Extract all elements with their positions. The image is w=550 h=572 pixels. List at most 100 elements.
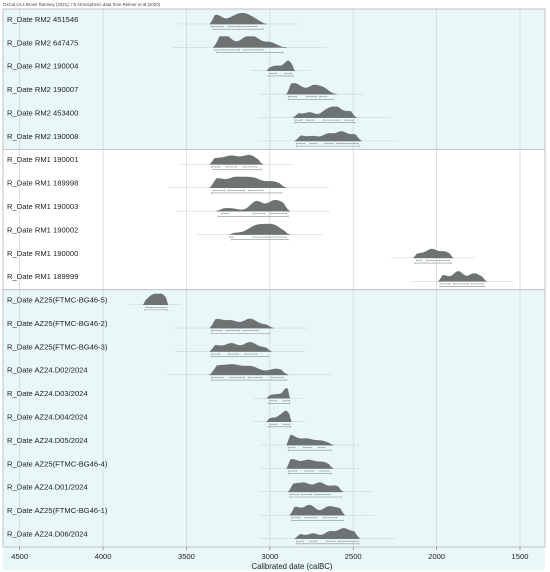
plot-frame xyxy=(2,8,546,548)
chart-header: OxCal v4.4 Bronk Ramsey (2021); r:5 Atmo… xyxy=(3,2,161,7)
range-bar-95 xyxy=(296,145,361,148)
range-bar-68 xyxy=(282,423,291,426)
date-row-17: R_Date AZ24.D03/2024 xyxy=(7,388,303,405)
range-bar-68 xyxy=(227,189,246,192)
date-distribution xyxy=(294,131,363,142)
range-bar-68 xyxy=(269,423,277,426)
range-bar-68 xyxy=(296,540,304,543)
range-bar-95 xyxy=(211,379,287,381)
range-bar-68 xyxy=(242,49,264,51)
date-label: R_Date RM1 190000 xyxy=(7,249,78,258)
date-row-23: R_Date AZ24.D06/2024 xyxy=(7,528,396,545)
date-label: R_Date RM2 451546 xyxy=(7,15,78,24)
range-bar-68 xyxy=(267,236,287,238)
range-bar-95 xyxy=(212,168,262,171)
range-bar-68 xyxy=(269,72,277,75)
date-label: R_Date RM1 190002 xyxy=(7,225,78,234)
date-distribution xyxy=(209,13,267,25)
range-bar-68 xyxy=(241,25,257,28)
range-bar-68 xyxy=(227,25,241,28)
date-distribution xyxy=(142,293,169,305)
range-bar-68 xyxy=(287,446,296,449)
date-label: R_Date AZ25(FTMC-BG46-5) xyxy=(7,296,108,305)
range-bar-95 xyxy=(144,308,168,311)
date-row-22: R_Date AZ25(FTMC-BG46-1) xyxy=(7,504,376,522)
range-bar-68 xyxy=(229,236,234,238)
range-bar-68 xyxy=(211,166,221,168)
range-bar-68 xyxy=(317,446,326,449)
range-bar-68 xyxy=(471,282,484,285)
date-distribution xyxy=(229,223,290,235)
x-tick-label: 1500 xyxy=(512,552,529,561)
range-bar-68 xyxy=(306,95,317,98)
date-label: R_Date AZ24.D06/2024 xyxy=(7,529,88,538)
range-bar-95 xyxy=(294,121,356,124)
range-bar-95 xyxy=(211,192,282,194)
range-bar-68 xyxy=(269,399,277,402)
range-bar-95 xyxy=(217,215,289,218)
date-label: R_Date AZ24.D05/2024 xyxy=(7,436,88,445)
date-row-8: R_Date RM1 189998 xyxy=(7,176,329,194)
range-bar-68 xyxy=(322,516,337,519)
range-bar-95 xyxy=(211,332,271,335)
range-bar-68 xyxy=(344,119,354,122)
date-distribution xyxy=(286,459,334,469)
date-rows: R_Date RM2 451546 R_Date RM2 647475 R_Date… xyxy=(7,13,514,545)
date-row-10: R_Date RM1 190002 xyxy=(7,223,323,241)
date-row-9: R_Date RM1 190003 xyxy=(7,200,331,218)
date-label: R_Date AZ25(FTMC-BG46-4) xyxy=(7,459,108,468)
range-bar-68 xyxy=(252,236,267,238)
range-bar-95 xyxy=(439,285,486,288)
group-background-2 xyxy=(3,149,545,290)
range-bar-68 xyxy=(244,353,257,355)
range-bar-68 xyxy=(271,376,284,379)
date-row-13: R_Date AZ25(FTMC-BG46-5) xyxy=(7,293,182,311)
x-tick-label: 2000 xyxy=(428,552,445,561)
range-bar-68 xyxy=(314,493,331,496)
x-axis-label: Calibrated date (calBC) xyxy=(251,562,332,571)
range-bar-68 xyxy=(304,470,314,472)
range-bar-68 xyxy=(309,540,317,543)
range-bar-95 xyxy=(212,28,264,31)
range-bar-68 xyxy=(296,142,306,145)
range-bar-68 xyxy=(211,25,224,28)
range-bar-95 xyxy=(414,262,452,264)
x-tick-label: 2500 xyxy=(345,552,362,561)
date-distribution xyxy=(265,60,296,71)
range-bar-95 xyxy=(291,519,344,522)
range-bar-68 xyxy=(269,212,287,215)
range-bar-68 xyxy=(304,516,317,519)
date-distribution xyxy=(212,36,287,48)
range-bar-95 xyxy=(216,51,284,54)
date-label: R_Date RM2 190004 xyxy=(7,62,78,71)
group-background-1 xyxy=(3,9,545,150)
range-bar-68 xyxy=(282,399,291,402)
date-label: R_Date AZ25(FTMC-BG46-1) xyxy=(7,506,108,515)
range-bar-68 xyxy=(146,306,167,309)
plot-border xyxy=(2,8,546,548)
date-distribution xyxy=(286,83,337,95)
range-bar-68 xyxy=(287,470,297,472)
date-distribution xyxy=(287,482,344,492)
date-row-14: R_Date AZ25(FTMC-BG46-2) xyxy=(7,318,309,335)
date-label: R_Date RM2 647475 xyxy=(7,38,78,47)
date-row-4: R_Date RM2 190007 xyxy=(7,83,365,101)
range-bar-68 xyxy=(226,329,241,332)
range-bar-95 xyxy=(287,449,332,452)
date-label: R_Date AZ25(FTMC-BG46-3) xyxy=(7,342,108,351)
range-bar-68 xyxy=(319,470,329,472)
date-distribution xyxy=(286,434,334,446)
range-bar-68 xyxy=(252,212,266,215)
date-distribution xyxy=(216,200,291,212)
date-label: R_Date RM1 190003 xyxy=(7,202,78,211)
date-label: R_Date RM2 190007 xyxy=(7,85,78,94)
date-label: R_Date AZ24.D04/2024 xyxy=(7,413,88,422)
range-bar-68 xyxy=(324,142,334,145)
date-distribution xyxy=(209,342,272,352)
date-row-5: R_Date RM2 453400 xyxy=(7,106,392,124)
range-bar-68 xyxy=(439,282,451,285)
range-bar-68 xyxy=(441,259,451,262)
date-label: R_Date RM1 189998 xyxy=(7,179,78,188)
date-row-15: R_Date AZ25(FTMC-BG46-3) xyxy=(7,342,306,358)
